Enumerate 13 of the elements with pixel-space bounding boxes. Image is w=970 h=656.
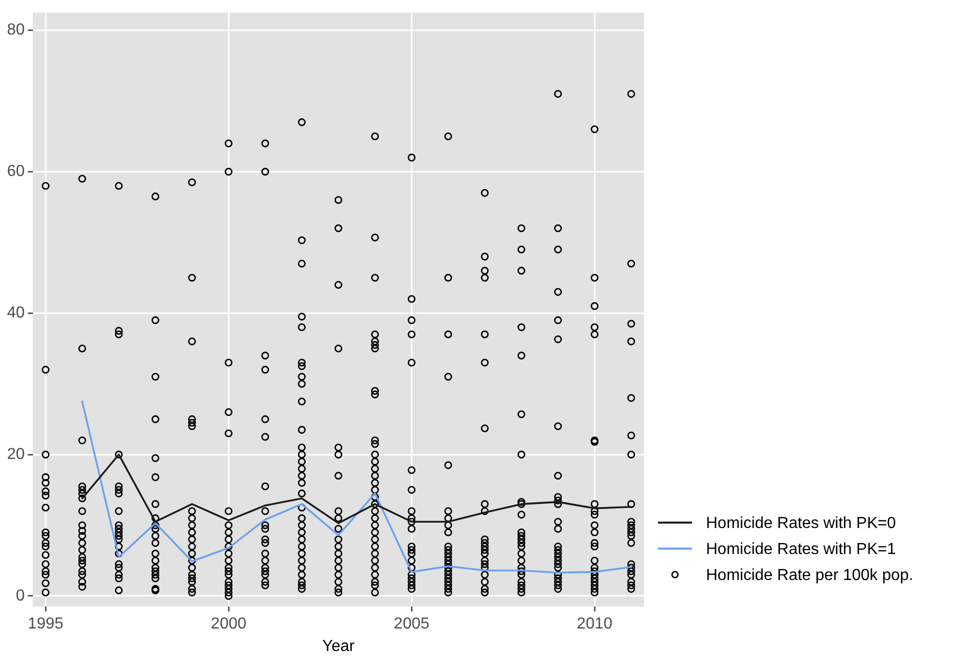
- legend-label: Homicide Rates with PK=1: [706, 541, 896, 558]
- x-tick-label: 2000: [210, 616, 246, 633]
- x-tick-label: 2005: [394, 616, 430, 633]
- y-tick-label: 40: [7, 304, 25, 322]
- y-tick-label: 20: [7, 446, 25, 463]
- y-tick-label: 80: [7, 22, 25, 39]
- legend-label: Homicide Rates with PK=0: [706, 515, 896, 532]
- x-tick-label: 2010: [576, 616, 612, 633]
- y-tick-label: 0: [16, 587, 25, 604]
- legend-label: Homicide Rate per 100k pop.: [706, 567, 914, 584]
- x-axis-title: Year: [322, 638, 356, 655]
- y-tick-label: 60: [7, 163, 25, 180]
- x-tick-label: 1995: [28, 616, 64, 633]
